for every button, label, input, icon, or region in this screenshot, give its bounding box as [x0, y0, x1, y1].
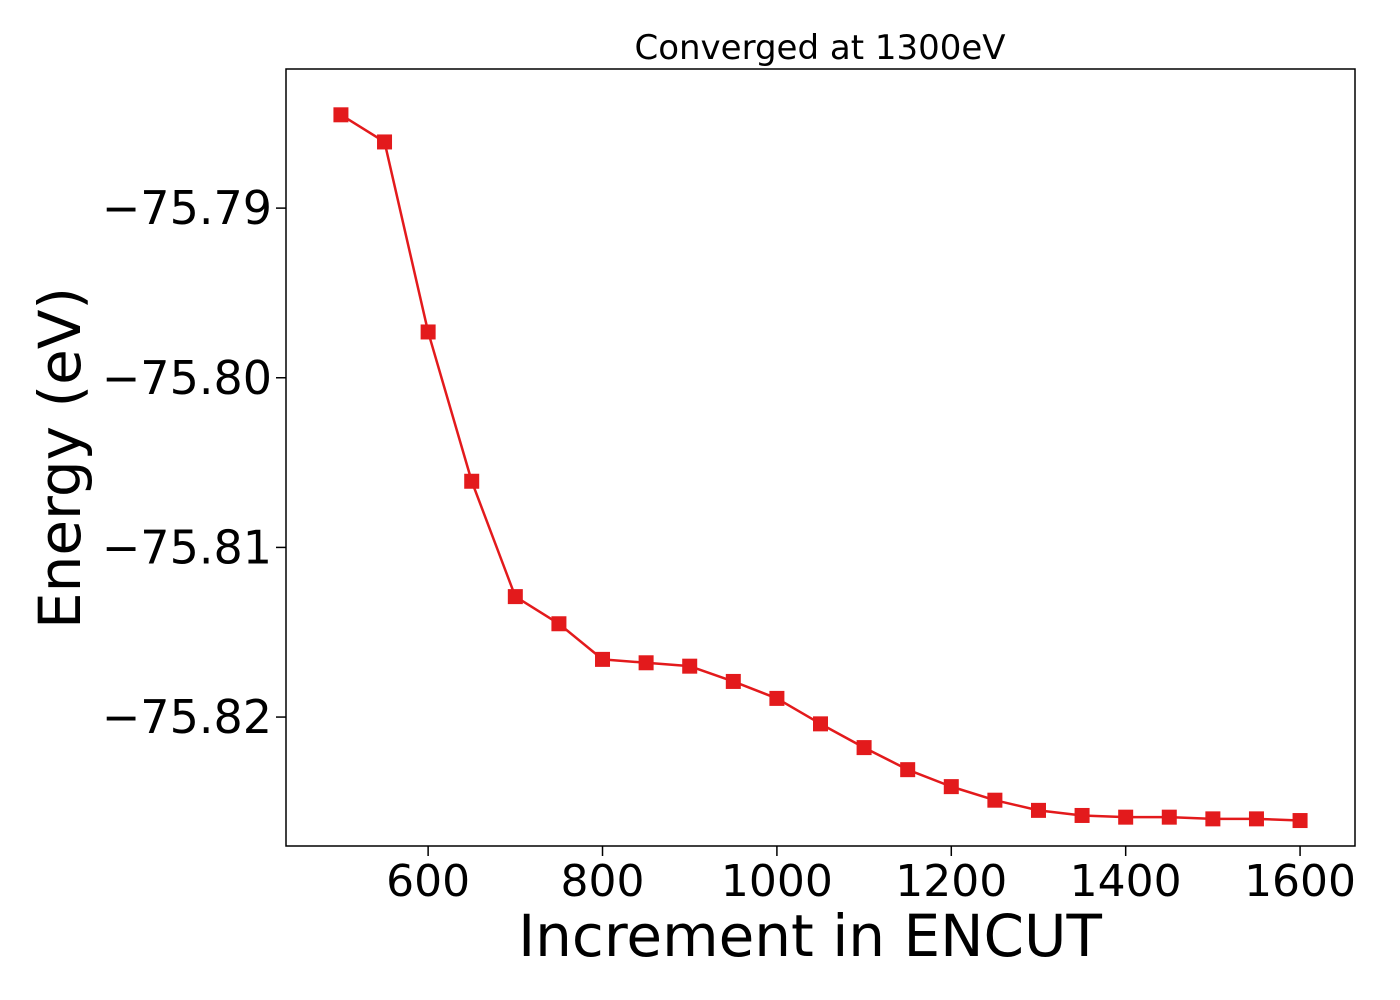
y-axis-ticks: −75.79 −75.80 −75.81 −75.82: [102, 181, 286, 744]
x-tick-label: 1400: [1070, 856, 1182, 907]
data-point-marker: [813, 716, 828, 732]
chart-title: Converged at 1300eV: [634, 28, 1005, 68]
y-tick-label: −75.81: [102, 520, 272, 574]
data-point-marker: [333, 107, 349, 123]
y-axis-title: Energy (eV): [26, 287, 94, 629]
x-tick-label: 800: [561, 856, 645, 907]
y-tick-label: −75.82: [102, 690, 272, 744]
data-point-marker: [725, 673, 741, 689]
data-point-marker: [595, 651, 611, 667]
data-point-marker: [1118, 809, 1134, 825]
data-point-marker: [943, 779, 959, 795]
y-tick-label: −75.79: [102, 181, 272, 235]
data-point-marker: [551, 616, 567, 632]
series-layer: [333, 107, 1308, 829]
data-point-marker: [856, 740, 872, 756]
data-point-marker: [507, 589, 523, 605]
data-point-marker: [1161, 809, 1177, 825]
plot-area-frame: [285, 68, 1356, 847]
data-point-marker: [377, 134, 393, 150]
x-tick-label: 600: [386, 856, 470, 907]
data-point-marker: [1205, 811, 1221, 827]
y-tick-label: −75.80: [102, 351, 272, 405]
x-tick-label: 1200: [895, 856, 1007, 907]
data-point-marker: [1292, 813, 1308, 829]
data-point-marker: [1030, 802, 1046, 818]
data-point-marker: [682, 658, 698, 674]
x-axis-ticks: 600 800 1000 1200 1400 1600: [386, 846, 1356, 907]
data-point-marker: [900, 762, 916, 778]
x-tick-label: 1600: [1244, 856, 1356, 907]
x-axis-title: Increment in ENCUT: [518, 902, 1102, 970]
data-point-marker: [1248, 811, 1264, 827]
data-point-marker: [769, 690, 785, 706]
data-point-marker: [1074, 807, 1090, 823]
data-point-marker: [464, 473, 480, 489]
data-point-marker: [420, 324, 436, 340]
x-tick-label: 1000: [721, 856, 833, 907]
data-point-marker: [638, 655, 654, 671]
data-point-marker: [987, 792, 1003, 808]
